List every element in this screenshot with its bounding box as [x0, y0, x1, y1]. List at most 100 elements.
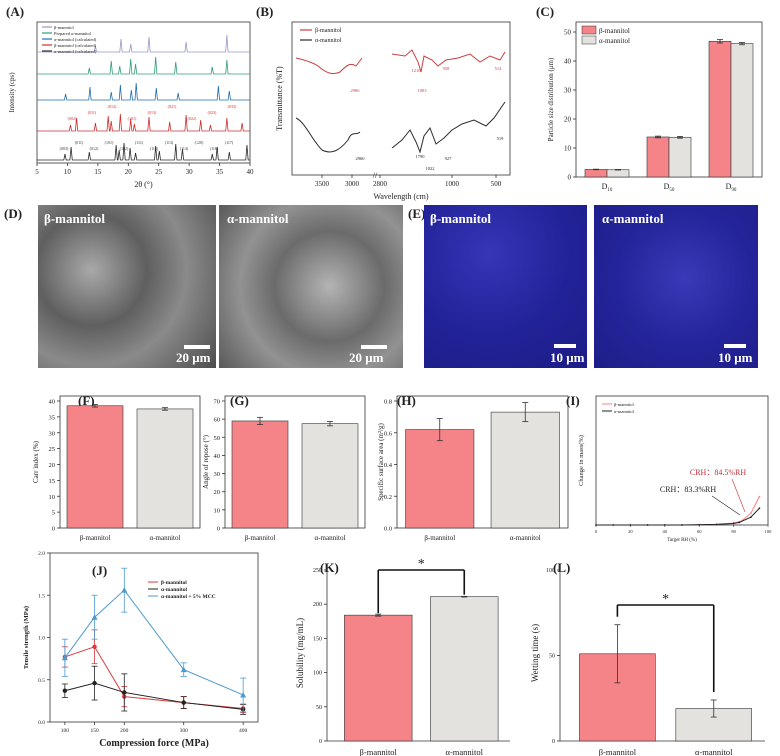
- dvs-annotation-pointer: [731, 478, 746, 513]
- y-tick-label: 0: [217, 526, 220, 533]
- dvs-y-axis-label: Change in mass(%): [578, 435, 585, 486]
- xrd-legend-label: Prepared α-mannitol: [54, 31, 92, 36]
- bar: [344, 614, 413, 742]
- xrd-beta-index: (011): [88, 110, 97, 115]
- x-tick-label: α-mannitol: [445, 747, 483, 756]
- xrd-beta-index: (023): [208, 110, 217, 115]
- xrd-alpha-index: (102): [120, 146, 129, 151]
- x-tick-label: β-mannitol: [245, 534, 276, 542]
- dvs-crh-beta-annotation: CRH：84.5%RH: [690, 468, 746, 477]
- y-tick-label: 100: [546, 568, 555, 574]
- y-tick-label: 0.6: [384, 430, 393, 437]
- bar-frame-G: [224, 395, 366, 529]
- xrd-alpha-index: (120): [195, 140, 204, 145]
- ftir-alpha-peak-label: 1022: [426, 166, 435, 171]
- xrd-trace: [37, 113, 250, 132]
- y-tick-label: 0.2: [384, 494, 392, 501]
- xrd-beta-index: (101): [128, 116, 137, 121]
- ftir-beta-peak-label: 958: [443, 66, 451, 71]
- y-tick-label: 40: [214, 453, 221, 460]
- xrd-trace: [37, 82, 250, 101]
- y-tick-label: 0.0: [384, 526, 392, 533]
- bar-frame-F: [59, 395, 201, 529]
- bar: [490, 411, 560, 529]
- dvs-point: [646, 524, 649, 526]
- x-tick-label: α-mannitol: [315, 534, 346, 542]
- panel-letter-F: (F): [78, 393, 95, 408]
- panel-letter-L: (L): [553, 560, 570, 575]
- bar: [301, 423, 359, 529]
- sem-alpha-label: α-mannitol: [227, 211, 289, 226]
- xrd-alpha-index: (012): [90, 146, 99, 151]
- dvs-legend-label: α-mannitol: [614, 409, 635, 414]
- xrd-legend-label: α-mannitol (calculated): [54, 49, 97, 54]
- dvs-point: [749, 516, 752, 519]
- dvs-point: [738, 521, 741, 524]
- xrd-x-tick-label: 30: [186, 168, 194, 176]
- bar: [231, 420, 289, 529]
- tensile-point: [92, 680, 97, 686]
- dvs-point: [629, 524, 632, 526]
- xrd-alpha-index: (111): [135, 140, 144, 145]
- dvs-x-tick-label: 100: [765, 529, 773, 534]
- dvs-x-tick-label: 20: [628, 529, 633, 534]
- psd-y-tick-label: 50: [564, 29, 572, 37]
- plm-alpha-scale-bar: [724, 344, 746, 348]
- plm-beta-label: β-mannitol: [430, 211, 492, 226]
- y-tick-label: 200: [313, 602, 322, 608]
- tensile-point: [91, 614, 98, 620]
- xrd-x-tick-label: 15: [94, 168, 102, 176]
- ftir-legend-label: β-mannitol: [315, 28, 342, 34]
- ftir-alpha-peak-label: 1790: [416, 154, 426, 159]
- xrd-x-tick-label: 20: [125, 168, 133, 176]
- psd-legend-label: α-mannitol: [599, 37, 630, 45]
- psd-legend-swatch: [581, 25, 597, 35]
- tensile-y-tick-label: 1.0: [38, 636, 45, 642]
- psd-bar: [606, 169, 630, 178]
- psd-legend-swatch: [581, 35, 597, 45]
- sem-alpha-scale-text: 20 μm: [349, 350, 384, 365]
- xrd-trace: [37, 56, 250, 75]
- panel-letter-A: (A): [6, 4, 24, 19]
- sem-image-alpha: α-mannitol 20 μm: [219, 205, 403, 368]
- tensile-x-tick-label: 150: [90, 728, 99, 734]
- y-tick-label: 40: [49, 399, 56, 406]
- xrd-x-tick-label: 25: [155, 168, 163, 176]
- y-tick-label: 50: [316, 705, 322, 711]
- tensile-point: [121, 587, 128, 593]
- panel-letter-J: (J): [92, 563, 107, 578]
- y-tick-label: 70: [214, 399, 221, 406]
- x-tick-label: β-mannitol: [360, 747, 398, 756]
- y-tick-label: 25: [49, 446, 56, 453]
- tensile-legend-label: α-mannitol + 5% MCC: [161, 594, 216, 600]
- xrd-trace: [37, 142, 250, 161]
- xrd-beta-index: (012): [108, 104, 117, 109]
- y-tick-label: 20: [49, 462, 56, 469]
- psd-y-tick-label: 40: [564, 58, 572, 66]
- y-tick-label: 30: [214, 471, 221, 478]
- plm-alpha-label: α-mannitol: [602, 211, 664, 226]
- xrd-legend-label: β-mannitol: [54, 25, 75, 30]
- tensile-legend-label: α-mannitol: [161, 587, 187, 593]
- ftir-x-axis-label: Wavelength (cm): [373, 192, 428, 201]
- bar: [405, 429, 475, 529]
- tensile-point: [92, 644, 97, 649]
- y-tick-label: 0: [552, 739, 555, 745]
- dvs-point: [715, 523, 718, 526]
- tensile-y-axis-label: Tensile strength (MPa): [23, 606, 30, 669]
- plm-image-beta: β-mannitol 10 μm: [424, 205, 587, 368]
- y-tick-label: 50: [549, 654, 555, 660]
- xrd-legend-label: α-mannitol (calculated): [54, 37, 97, 42]
- xrd-beta-index: (033): [228, 104, 237, 109]
- tensile-y-tick-label: 2.0: [38, 551, 45, 557]
- y-tick-label: 150: [313, 636, 322, 642]
- tensile-x-tick-label: 200: [120, 728, 129, 734]
- tensile-legend-label: β-mannitol: [161, 580, 187, 586]
- tensile-point: [62, 688, 68, 693]
- ftir-frame: [291, 21, 511, 176]
- y-tick-label: 20: [214, 489, 221, 496]
- tensile-point: [240, 691, 247, 698]
- ftir-alpha-peak-label: 2960: [356, 156, 366, 161]
- bar: [430, 596, 499, 742]
